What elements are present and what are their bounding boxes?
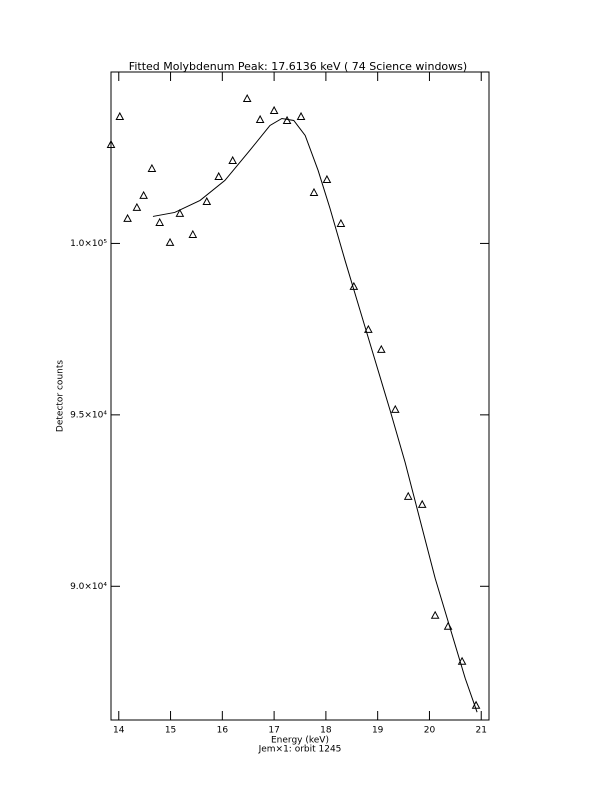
x-tick-label: 15 <box>165 726 176 736</box>
y-tick-label: 9.0×10⁴ <box>70 582 107 592</box>
x-tick-label: 17 <box>268 726 279 736</box>
data-point <box>282 115 292 124</box>
data-point <box>269 105 279 114</box>
data-point <box>202 196 212 205</box>
x-axis-sublabel: Jem×1: orbit 1245 <box>258 745 342 755</box>
data-point <box>188 229 198 238</box>
data-point <box>115 111 125 120</box>
data-point <box>228 155 238 164</box>
y-tick-label: 1.0×10⁵ <box>70 239 107 249</box>
data-point <box>376 344 386 353</box>
x-tick-label: 14 <box>113 726 125 736</box>
data-point <box>364 324 373 333</box>
data-point <box>106 139 116 148</box>
x-tick-label: 16 <box>217 726 229 736</box>
chart-title: Fitted Molybdenum Peak: 17.6136 keV ( 74… <box>129 60 467 73</box>
data-point <box>175 208 185 217</box>
data-point <box>296 111 306 120</box>
data-point <box>390 404 400 413</box>
data-point <box>309 187 319 196</box>
y-tick-label: 9.5×10⁴ <box>70 410 107 420</box>
data-point <box>336 218 346 227</box>
y-axis-label: Detector counts <box>56 360 66 432</box>
data-point <box>132 202 142 211</box>
data-point <box>214 171 224 180</box>
fit-line <box>152 117 478 713</box>
x-axis-label: Energy (keV) <box>271 736 329 746</box>
data-point <box>430 610 440 619</box>
data-point <box>123 213 132 222</box>
x-tick-label: 20 <box>424 726 436 736</box>
data-point <box>403 491 413 500</box>
data-point <box>242 93 252 103</box>
plot-frame <box>110 71 490 721</box>
x-tick-label: 18 <box>320 726 332 736</box>
data-point <box>139 190 148 199</box>
data-point <box>322 174 332 183</box>
data-point <box>155 217 165 226</box>
x-tick-label: 21 <box>476 726 487 736</box>
data-point <box>165 237 175 246</box>
x-tick-label: 19 <box>372 726 384 736</box>
data-point <box>417 499 427 508</box>
data-point <box>255 114 265 123</box>
data-point <box>147 163 157 172</box>
